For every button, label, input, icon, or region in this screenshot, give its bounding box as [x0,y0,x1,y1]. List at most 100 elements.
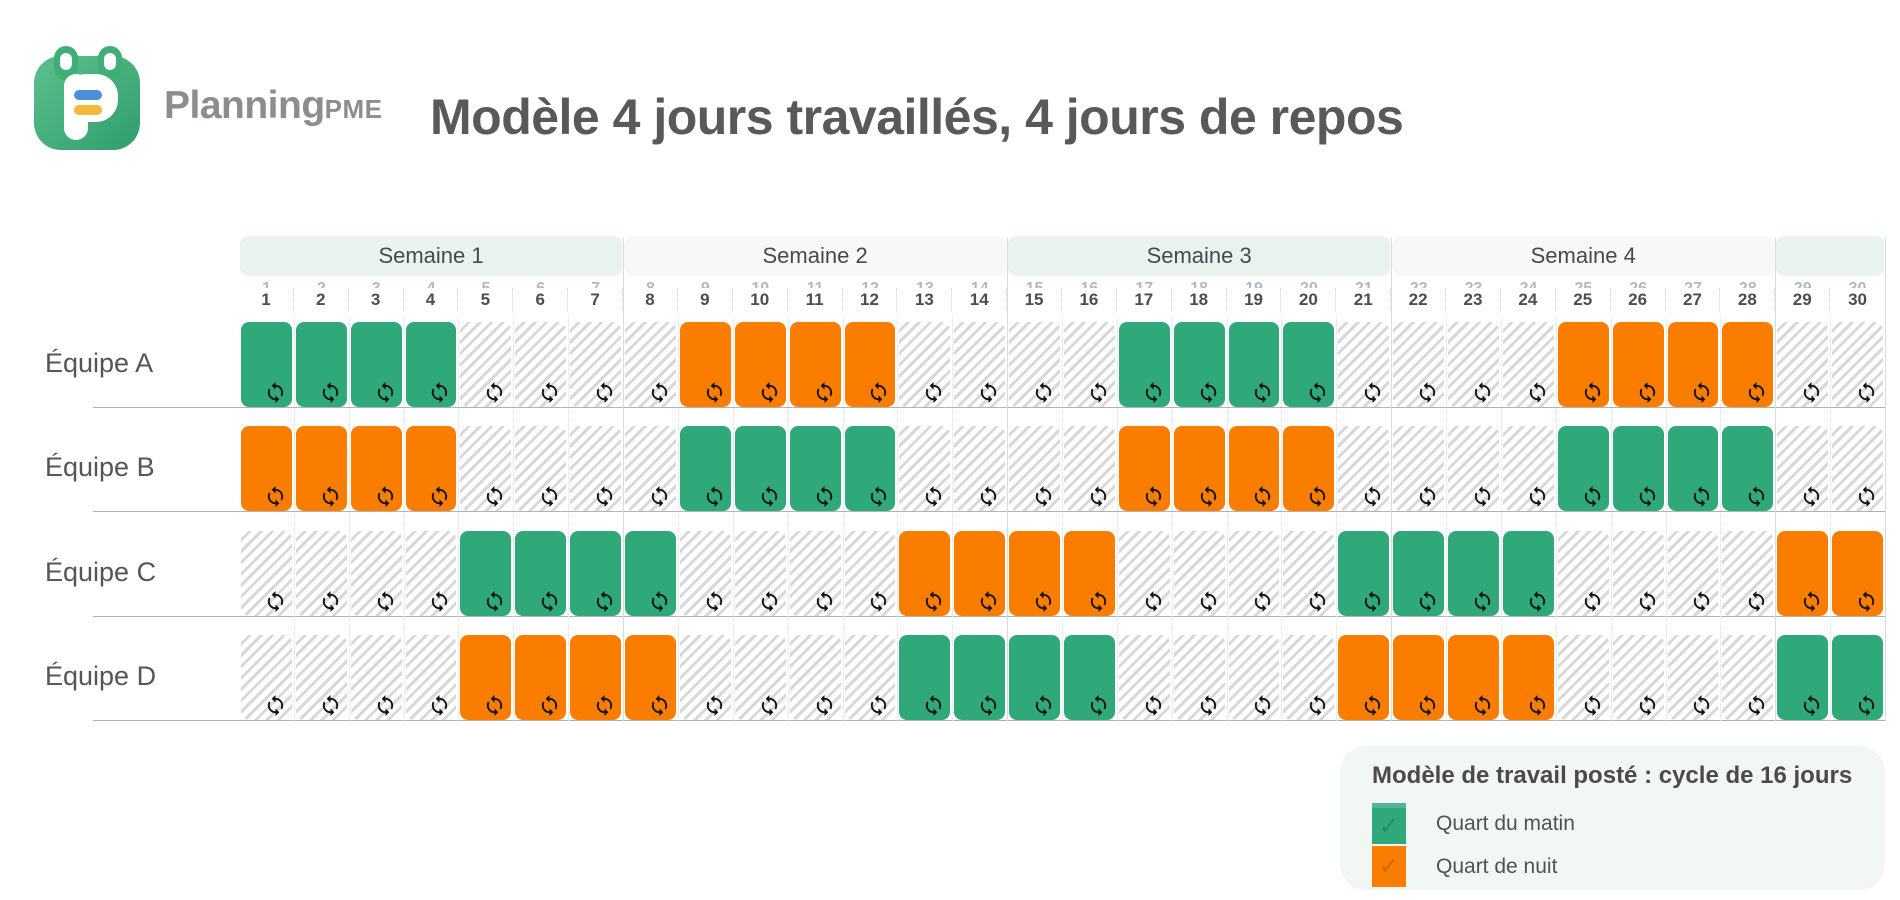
shift-cell-morning[interactable] [1283,322,1335,407]
rest-cell[interactable] [1722,635,1774,720]
rest-cell[interactable] [295,635,347,720]
rest-cell[interactable] [515,322,567,407]
rest-cell[interactable] [460,322,512,407]
rest-cell[interactable] [241,635,292,720]
rest-cell[interactable] [570,426,622,511]
shift-cell-night[interactable] [295,426,347,511]
shift-cell-night[interactable] [789,322,841,407]
rest-cell[interactable] [1448,426,1499,511]
rest-cell[interactable] [515,426,567,511]
shift-cell-morning[interactable] [899,635,951,720]
rest-cell[interactable] [1777,426,1829,511]
rest-cell[interactable] [1393,426,1445,511]
rest-cell[interactable] [1009,322,1060,407]
shift-cell-night[interactable] [1557,322,1609,407]
rest-cell[interactable] [241,531,292,616]
rest-cell[interactable] [1393,322,1445,407]
shift-cell-morning[interactable] [844,426,896,511]
shift-cell-night[interactable] [241,426,292,511]
shift-cell-night[interactable] [899,531,951,616]
rest-cell[interactable] [1173,531,1225,616]
shift-cell-morning[interactable] [1228,322,1280,407]
rest-cell[interactable] [899,322,951,407]
shift-cell-morning[interactable] [1063,635,1115,720]
rest-cell[interactable] [954,426,1006,511]
shift-cell-morning[interactable] [295,322,347,407]
rest-cell[interactable] [1173,635,1225,720]
rest-cell[interactable] [405,635,457,720]
rest-cell[interactable] [1502,426,1554,511]
rest-cell[interactable] [570,322,622,407]
shift-cell-morning[interactable] [241,322,292,407]
rest-cell[interactable] [1612,531,1664,616]
shift-cell-morning[interactable] [515,531,567,616]
rest-cell[interactable] [899,426,951,511]
rest-cell[interactable] [625,426,676,511]
rest-cell[interactable] [1722,531,1774,616]
shift-cell-night[interactable] [1338,635,1390,720]
rest-cell[interactable] [1118,635,1170,720]
shift-cell-night[interactable] [679,322,731,407]
shift-cell-night[interactable] [1777,531,1829,616]
rest-cell[interactable] [679,531,731,616]
shift-cell-morning[interactable] [734,426,786,511]
rest-cell[interactable] [844,635,896,720]
rest-cell[interactable] [1777,322,1829,407]
shift-cell-night[interactable] [1173,426,1225,511]
rest-cell[interactable] [1832,322,1883,407]
rest-cell[interactable] [1557,531,1609,616]
rest-cell[interactable] [625,322,676,407]
shift-cell-morning[interactable] [625,531,676,616]
rest-cell[interactable] [954,322,1006,407]
rest-cell[interactable] [1063,426,1115,511]
shift-cell-night[interactable] [1009,531,1060,616]
rest-cell[interactable] [1832,426,1883,511]
shift-cell-morning[interactable] [1393,531,1445,616]
shift-cell-night[interactable] [1612,322,1664,407]
shift-cell-morning[interactable] [1009,635,1060,720]
shift-cell-morning[interactable] [350,322,402,407]
rest-cell[interactable] [1667,635,1719,720]
shift-cell-night[interactable] [1393,635,1445,720]
rest-cell[interactable] [1283,531,1335,616]
rest-cell[interactable] [1063,322,1115,407]
shift-cell-morning[interactable] [1118,322,1170,407]
shift-cell-morning[interactable] [1557,426,1609,511]
shift-cell-night[interactable] [844,322,896,407]
shift-cell-night[interactable] [405,426,457,511]
rest-cell[interactable] [789,635,841,720]
shift-cell-morning[interactable] [1448,531,1499,616]
rest-cell[interactable] [1118,531,1170,616]
shift-cell-night[interactable] [625,635,676,720]
shift-cell-morning[interactable] [1338,531,1390,616]
shift-cell-night[interactable] [1502,635,1554,720]
shift-cell-morning[interactable] [570,531,622,616]
rest-cell[interactable] [679,635,731,720]
shift-cell-night[interactable] [734,322,786,407]
shift-cell-morning[interactable] [1832,635,1883,720]
rest-cell[interactable] [350,531,402,616]
rest-cell[interactable] [1448,322,1499,407]
rest-cell[interactable] [460,426,512,511]
rest-cell[interactable] [789,531,841,616]
shift-cell-night[interactable] [1667,322,1719,407]
rest-cell[interactable] [734,635,786,720]
shift-cell-night[interactable] [350,426,402,511]
rest-cell[interactable] [844,531,896,616]
rest-cell[interactable] [1338,426,1390,511]
rest-cell[interactable] [1612,635,1664,720]
shift-cell-night[interactable] [515,635,567,720]
rest-cell[interactable] [1338,322,1390,407]
shift-cell-night[interactable] [1228,426,1280,511]
rest-cell[interactable] [295,531,347,616]
shift-cell-night[interactable] [460,635,512,720]
shift-cell-morning[interactable] [679,426,731,511]
shift-cell-night[interactable] [570,635,622,720]
shift-cell-night[interactable] [1063,531,1115,616]
rest-cell[interactable] [405,531,457,616]
shift-cell-morning[interactable] [954,635,1006,720]
shift-cell-night[interactable] [1283,426,1335,511]
shift-cell-night[interactable] [1832,531,1883,616]
rest-cell[interactable] [1283,635,1335,720]
shift-cell-morning[interactable] [789,426,841,511]
